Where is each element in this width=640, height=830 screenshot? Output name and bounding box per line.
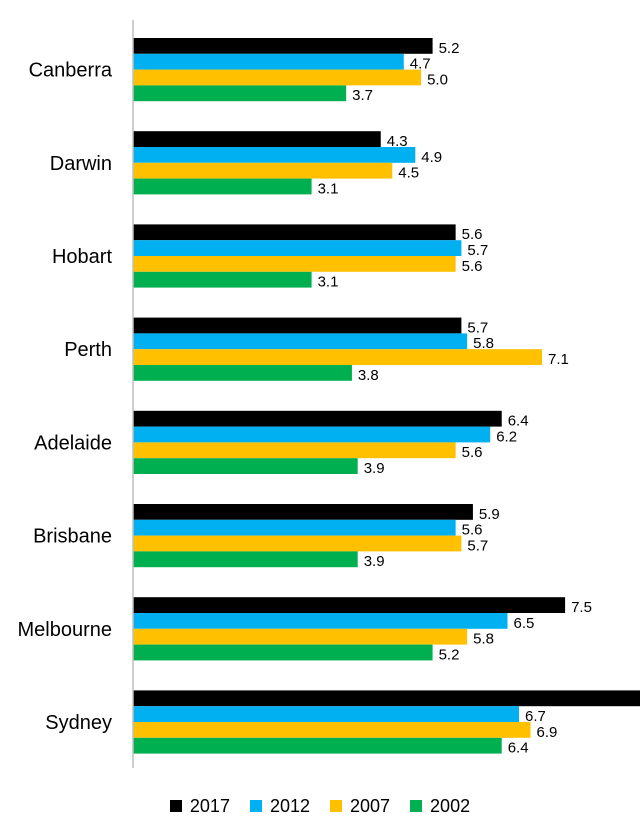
data-label: 5.8	[473, 335, 494, 352]
data-label: 3.7	[352, 87, 373, 104]
bar-2007-sydney	[133, 722, 531, 738]
bar-2012-darwin	[133, 147, 416, 163]
bar-2017-brisbane	[133, 504, 473, 520]
bar-2002-canberra	[133, 85, 347, 102]
legend-item-2012: 2012	[249, 795, 310, 817]
bar-2017-sydney	[133, 690, 640, 707]
legend-item-2007: 2007	[330, 796, 390, 817]
bar-2012-melbourne	[133, 613, 508, 629]
data-label: 5.0	[427, 71, 448, 88]
category-label: Sydney	[45, 712, 112, 734]
category-label: Canberra	[29, 60, 113, 82]
bar-2012-adelaide	[133, 426, 491, 443]
legend-swatch-2017	[169, 800, 182, 812]
bar-2007-hobart	[133, 256, 456, 272]
data-label: 5.9	[479, 506, 500, 523]
data-label: 5.7	[467, 537, 488, 554]
data-label: 5.2	[439, 40, 460, 57]
data-label: 4.5	[398, 165, 419, 182]
chart-legend: 2017 2012 2007 2002	[0, 792, 640, 820]
bar-2002-brisbane	[133, 551, 358, 568]
data-label: 3.9	[364, 553, 385, 570]
data-label: 4.9	[421, 149, 442, 166]
bar-2012-hobart	[133, 240, 462, 256]
category-label: Brisbane	[33, 526, 112, 548]
bar-2012-sydney	[133, 706, 520, 722]
bar-2007-perth	[133, 349, 543, 365]
legend-item-2017: 2017	[169, 795, 230, 817]
data-label: 7.1	[548, 351, 569, 368]
bar-2012-perth	[133, 333, 468, 350]
legend-label-2007: 2007	[350, 795, 391, 816]
data-label: 5.6	[462, 522, 483, 539]
bar-2002-darwin	[133, 178, 312, 195]
data-label: 3.9	[364, 460, 385, 477]
legend-label-2002: 2002	[430, 795, 471, 816]
category-label: Perth	[64, 339, 112, 361]
legend-label-2012: 2012	[269, 795, 310, 816]
bar-2017-canberra	[133, 38, 433, 54]
bar-2017-adelaide	[133, 410, 502, 427]
data-label: 3.8	[358, 367, 379, 384]
bar-2017-perth	[133, 317, 462, 334]
data-label: 5.6	[462, 226, 483, 243]
data-label: 4.3	[387, 133, 408, 150]
data-label: 6.2	[496, 428, 517, 445]
data-label: 5.7	[467, 242, 488, 259]
legend-swatch-2012	[249, 800, 262, 812]
bar-2012-brisbane	[133, 519, 456, 536]
data-label: 6.4	[508, 740, 529, 757]
bar-2017-melbourne	[133, 597, 566, 613]
bar-2007-brisbane	[133, 535, 462, 552]
legend-label-2017: 2017	[189, 795, 230, 816]
legend-item-2002: 2002	[410, 796, 470, 817]
bar-2002-melbourne	[133, 644, 433, 661]
data-label: 5.8	[473, 631, 494, 648]
bar-2007-adelaide	[133, 442, 456, 459]
data-label: 7.5	[571, 599, 592, 616]
data-label: 5.7	[467, 319, 488, 336]
bar-2002-adelaide	[133, 458, 358, 474]
bar-2017-darwin	[133, 131, 381, 147]
data-label: 6.5	[513, 615, 534, 632]
bar-2007-melbourne	[133, 628, 468, 645]
category-label: Darwin	[50, 153, 112, 175]
data-label: 6.4	[508, 413, 529, 430]
data-label: 4.7	[410, 56, 431, 73]
legend-swatch-2002	[410, 800, 423, 812]
bar-2002-perth	[133, 365, 352, 381]
bar-2007-canberra	[133, 69, 422, 86]
data-label: 6.9	[537, 724, 558, 741]
bar-2012-canberra	[133, 53, 404, 70]
category-label: Adelaide	[34, 432, 112, 454]
data-label: 5.6	[462, 258, 483, 275]
category-label: Melbourne	[17, 619, 112, 641]
bar-2007-darwin	[133, 162, 393, 179]
data-label: 6.7	[525, 708, 546, 725]
bar-2002-sydney	[133, 737, 502, 754]
data-label: 3.1	[318, 180, 339, 197]
data-label: 5.6	[462, 444, 483, 461]
data-label: 3.1	[318, 274, 339, 291]
data-label: 5.2	[439, 646, 460, 663]
category-label: Hobart	[52, 246, 112, 268]
bar-2002-hobart	[133, 271, 312, 288]
bar-2017-hobart	[133, 224, 456, 241]
legend-swatch-2007	[330, 800, 342, 812]
